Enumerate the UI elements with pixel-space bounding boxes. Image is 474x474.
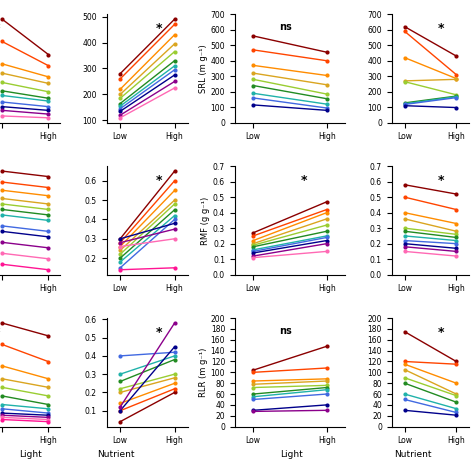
Text: ns: ns bbox=[279, 326, 292, 336]
Text: ns: ns bbox=[279, 22, 292, 32]
Y-axis label: RLR (m g⁻¹): RLR (m g⁻¹) bbox=[199, 347, 208, 397]
Text: *: * bbox=[155, 22, 162, 35]
Y-axis label: SRL (m g⁻¹): SRL (m g⁻¹) bbox=[199, 44, 208, 93]
Text: Nutrient: Nutrient bbox=[393, 450, 431, 459]
Text: *: * bbox=[438, 22, 445, 35]
Text: Nutrient: Nutrient bbox=[97, 450, 135, 459]
Y-axis label: RMF (g g⁻¹): RMF (g g⁻¹) bbox=[201, 196, 210, 245]
Text: Light: Light bbox=[19, 450, 42, 459]
Text: *: * bbox=[438, 174, 445, 187]
Text: Light: Light bbox=[280, 450, 303, 459]
Text: *: * bbox=[155, 174, 162, 187]
Text: *: * bbox=[438, 326, 445, 339]
Text: *: * bbox=[155, 326, 162, 339]
Text: *: * bbox=[301, 174, 308, 187]
